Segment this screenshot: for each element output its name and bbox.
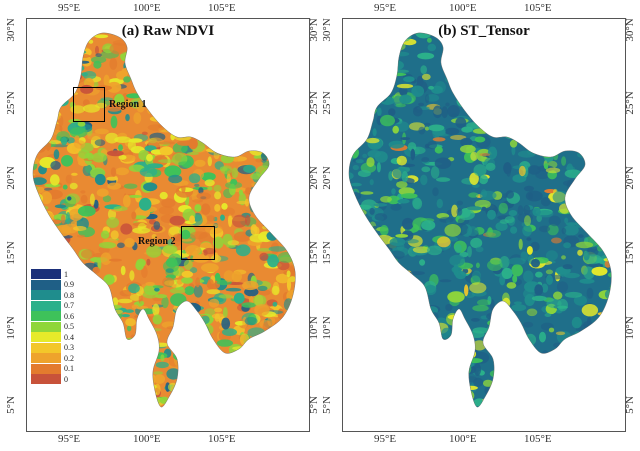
b-bottom-tick-95: 95°E: [374, 433, 397, 445]
st-tensor-map: [348, 32, 612, 408]
a-bottom-tick-95: 95°E: [58, 433, 81, 445]
a-right-lat-tick: 10°N: [308, 316, 320, 340]
a-right-lat-tick: 5°N: [308, 396, 320, 414]
legend-swatch: [31, 363, 61, 374]
legend-label: 1: [64, 269, 68, 279]
legend-item: 0.7: [31, 300, 75, 312]
raw-ndvi-map-panel: (a) Raw NDVI Region 1 Region 2 1 0.9 0.8 0.…: [26, 18, 310, 432]
legend-item: 1: [31, 269, 75, 280]
legend-label: 0.5: [64, 322, 74, 332]
legend-label: 0.9: [64, 280, 74, 290]
a-top-tick-95: 95°E: [58, 2, 81, 14]
legend-swatch: [31, 311, 61, 322]
st-tensor-map-panel: (b) ST_Tensor: [342, 18, 626, 432]
a-left-lat-tick: 5°N: [5, 396, 17, 414]
a-bottom-tick-100: 100°E: [133, 433, 161, 445]
legend-swatch: [31, 332, 61, 343]
a-top-tick-100: 100°E: [133, 2, 161, 14]
a-top-tick-105: 105°E: [208, 2, 236, 14]
legend-label: 0.3: [64, 343, 74, 353]
region-2-label: Region 2: [138, 236, 176, 247]
region-1-box: [73, 87, 105, 122]
legend-label: 0.6: [64, 311, 74, 321]
legend-item: 0.5: [31, 321, 75, 333]
b-right-lat-tick: 25°N: [624, 91, 636, 115]
b-top-tick-100: 100°E: [449, 2, 477, 14]
legend-swatch: [31, 321, 61, 332]
legend-label: 0.7: [64, 301, 74, 311]
raw-ndvi-map: [32, 32, 296, 408]
legend-swatch: [31, 279, 61, 290]
legend-swatch: [31, 300, 61, 311]
b-top-tick-105: 105°E: [524, 2, 552, 14]
legend-swatch: [31, 269, 61, 280]
b-left-lat-tick: 30°N: [321, 18, 333, 42]
legend-label: 0.4: [64, 332, 74, 342]
b-left-lat-tick: 20°N: [321, 166, 333, 190]
a-right-lat-tick: 30°N: [308, 18, 320, 42]
b-top-tick-95: 95°E: [374, 2, 397, 14]
ndvi-legend: 1 0.9 0.8 0.7 0.6 0.5 0.4 0.3 0.2 0.1 0: [31, 267, 75, 387]
b-right-lat-tick: 15°N: [624, 241, 636, 265]
legend-item: 0.3: [31, 342, 75, 354]
b-left-lat-tick: 25°N: [321, 91, 333, 115]
a-left-lat-tick: 20°N: [5, 166, 17, 190]
b-left-lat-tick: 10°N: [321, 316, 333, 340]
a-left-lat-tick: 10°N: [5, 316, 17, 340]
a-right-lat-tick: 20°N: [308, 166, 320, 190]
legend-item: 0.4: [31, 332, 75, 343]
b-right-lat-tick: 10°N: [624, 316, 636, 340]
region-2-box: [181, 226, 215, 260]
b-right-lat-tick: 20°N: [624, 166, 636, 190]
legend-label: 0.2: [64, 353, 74, 363]
legend-item: 0.9: [31, 279, 75, 291]
a-left-lat-tick: 30°N: [5, 18, 17, 42]
legend-swatch: [31, 342, 61, 353]
legend-item: 0.8: [31, 290, 75, 301]
legend-swatch: [31, 290, 61, 301]
b-left-lat-tick: 5°N: [321, 396, 333, 414]
b-right-lat-tick: 30°N: [624, 18, 636, 42]
region-1-label: Region 1: [109, 99, 147, 110]
panel-b-title: (b) ST_Tensor: [438, 23, 530, 39]
legend-swatch: [31, 374, 61, 385]
a-bottom-tick-105: 105°E: [208, 433, 236, 445]
legend-label: 0.1: [64, 364, 74, 374]
b-left-lat-tick: 15°N: [321, 241, 333, 265]
b-bottom-tick-105: 105°E: [524, 433, 552, 445]
legend-label: 0.8: [64, 290, 74, 300]
a-right-lat-tick: 25°N: [308, 91, 320, 115]
b-bottom-tick-100: 100°E: [449, 433, 477, 445]
a-right-lat-tick: 15°N: [308, 241, 320, 265]
b-right-lat-tick: 5°N: [624, 396, 636, 414]
legend-label: 0: [64, 374, 68, 384]
legend-item: 0.2: [31, 353, 75, 364]
a-left-lat-tick: 25°N: [5, 91, 17, 115]
legend-item: 0: [31, 374, 75, 385]
legend-swatch: [31, 353, 61, 364]
panel-a-title: (a) Raw NDVI: [121, 23, 215, 39]
legend-item: 0.6: [31, 311, 75, 322]
a-left-lat-tick: 15°N: [5, 241, 17, 265]
legend-item: 0.1: [31, 363, 75, 375]
